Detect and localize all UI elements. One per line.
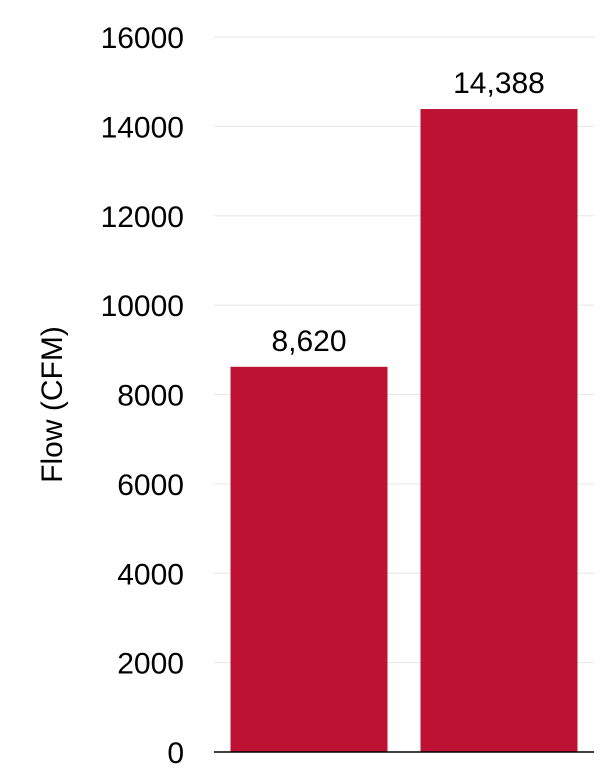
bar-data-label: 8,620 [271,325,346,358]
y-tick-label: 6000 [117,469,184,502]
bars [230,109,578,752]
y-tick-label: 14000 [101,111,184,144]
bar [420,109,578,752]
bar [230,366,388,752]
y-tick-label: 4000 [117,558,184,591]
data-labels: 8,620 14,388 [271,67,544,358]
y-tick-label: 8000 [117,380,184,413]
y-axis-title: Flow (CFM) [36,326,69,483]
y-tick-label: 10000 [101,290,184,323]
y-tick-label: 0 [167,737,184,770]
y-tick-label: 16000 [101,22,184,55]
bar-data-label: 14,388 [453,67,545,100]
y-tick-labels: 0 2000 4000 6000 8000 10000 12000 14000 16000 [101,22,184,770]
y-tick-label: 2000 [117,648,184,681]
y-tick-label: 12000 [101,201,184,234]
